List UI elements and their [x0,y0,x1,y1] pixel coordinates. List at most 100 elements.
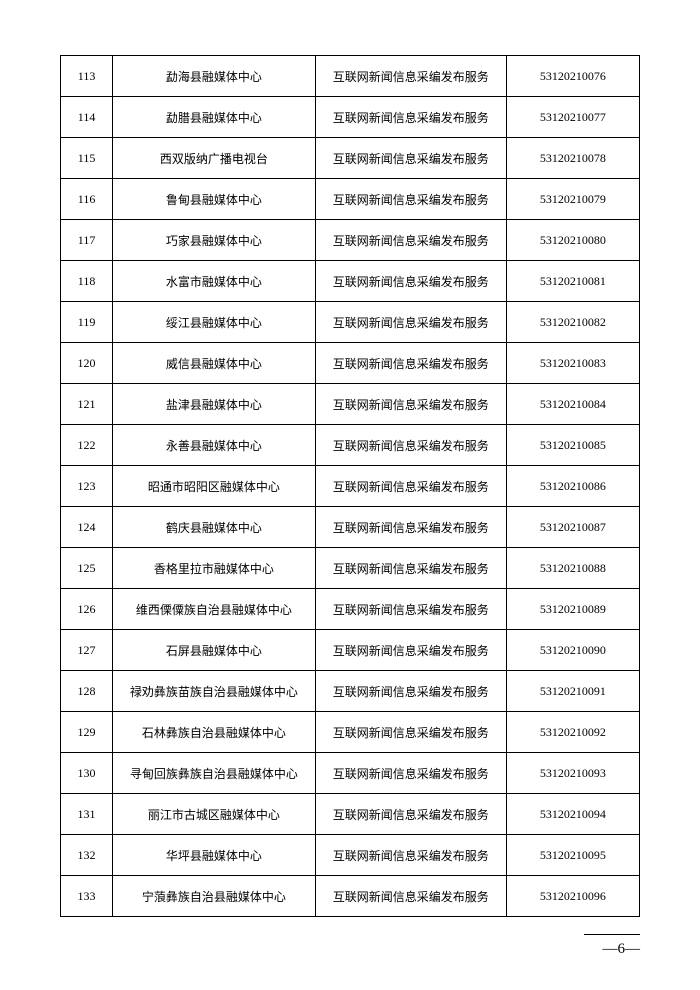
cell-code: 53120210093 [506,753,639,794]
cell-code: 53120210082 [506,302,639,343]
cell-service: 互联网新闻信息采编发布服务 [315,794,506,835]
cell-organization: 西双版纳广播电视台 [113,138,316,179]
cell-code: 53120210081 [506,261,639,302]
cell-id: 119 [61,302,113,343]
cell-organization: 石林彝族自治县融媒体中心 [113,712,316,753]
cell-id: 118 [61,261,113,302]
table-row: 132华坪县融媒体中心互联网新闻信息采编发布服务53120210095 [61,835,640,876]
cell-id: 126 [61,589,113,630]
cell-id: 123 [61,466,113,507]
cell-id: 132 [61,835,113,876]
cell-organization: 盐津县融媒体中心 [113,384,316,425]
table-row: 120威信县融媒体中心互联网新闻信息采编发布服务53120210083 [61,343,640,384]
page-number-line [584,934,640,935]
cell-id: 117 [61,220,113,261]
table-row: 126维西傈僳族自治县融媒体中心互联网新闻信息采编发布服务53120210089 [61,589,640,630]
table-row: 118水富市融媒体中心互联网新闻信息采编发布服务53120210081 [61,261,640,302]
table-row: 117巧家县融媒体中心互联网新闻信息采编发布服务53120210080 [61,220,640,261]
cell-service: 互联网新闻信息采编发布服务 [315,302,506,343]
table-row: 113勐海县融媒体中心互联网新闻信息采编发布服务53120210076 [61,56,640,97]
cell-code: 53120210090 [506,630,639,671]
cell-code: 53120210080 [506,220,639,261]
cell-service: 互联网新闻信息采编发布服务 [315,425,506,466]
cell-id: 124 [61,507,113,548]
cell-code: 53120210076 [506,56,639,97]
table-row: 123昭通市昭阳区融媒体中心互联网新闻信息采编发布服务53120210086 [61,466,640,507]
cell-organization: 水富市融媒体中心 [113,261,316,302]
cell-service: 互联网新闻信息采编发布服务 [315,138,506,179]
table-row: 130寻甸回族彝族自治县融媒体中心互联网新闻信息采编发布服务5312021009… [61,753,640,794]
cell-code: 53120210089 [506,589,639,630]
cell-code: 53120210078 [506,138,639,179]
table-body: 113勐海县融媒体中心互联网新闻信息采编发布服务53120210076114勐腊… [61,56,640,917]
cell-code: 53120210088 [506,548,639,589]
cell-id: 128 [61,671,113,712]
table-row: 129石林彝族自治县融媒体中心互联网新闻信息采编发布服务53120210092 [61,712,640,753]
cell-code: 53120210086 [506,466,639,507]
cell-service: 互联网新闻信息采编发布服务 [315,589,506,630]
cell-code: 53120210087 [506,507,639,548]
cell-code: 53120210084 [506,384,639,425]
cell-service: 互联网新闻信息采编发布服务 [315,712,506,753]
cell-service: 互联网新闻信息采编发布服务 [315,835,506,876]
data-table: 113勐海县融媒体中心互联网新闻信息采编发布服务53120210076114勐腊… [60,55,640,917]
cell-organization: 维西傈僳族自治县融媒体中心 [113,589,316,630]
cell-code: 53120210092 [506,712,639,753]
cell-organization: 绥江县融媒体中心 [113,302,316,343]
cell-service: 互联网新闻信息采编发布服务 [315,56,506,97]
cell-id: 113 [61,56,113,97]
cell-organization: 丽江市古城区融媒体中心 [113,794,316,835]
cell-service: 互联网新闻信息采编发布服务 [315,671,506,712]
table-row: 119绥江县融媒体中心互联网新闻信息采编发布服务53120210082 [61,302,640,343]
cell-code: 53120210077 [506,97,639,138]
cell-service: 互联网新闻信息采编发布服务 [315,261,506,302]
cell-id: 129 [61,712,113,753]
table-row: 127石屏县融媒体中心互联网新闻信息采编发布服务53120210090 [61,630,640,671]
cell-id: 125 [61,548,113,589]
cell-code: 53120210095 [506,835,639,876]
cell-organization: 永善县融媒体中心 [113,425,316,466]
cell-id: 120 [61,343,113,384]
cell-code: 53120210079 [506,179,639,220]
table-row: 122永善县融媒体中心互联网新闻信息采编发布服务53120210085 [61,425,640,466]
cell-service: 互联网新闻信息采编发布服务 [315,507,506,548]
cell-organization: 香格里拉市融媒体中心 [113,548,316,589]
cell-code: 53120210083 [506,343,639,384]
cell-id: 133 [61,876,113,917]
cell-id: 115 [61,138,113,179]
table-row: 114勐腊县融媒体中心互联网新闻信息采编发布服务53120210077 [61,97,640,138]
cell-organization: 勐海县融媒体中心 [113,56,316,97]
cell-service: 互联网新闻信息采编发布服务 [315,343,506,384]
cell-id: 127 [61,630,113,671]
cell-organization: 昭通市昭阳区融媒体中心 [113,466,316,507]
cell-organization: 禄劝彝族苗族自治县融媒体中心 [113,671,316,712]
cell-organization: 石屏县融媒体中心 [113,630,316,671]
cell-service: 互联网新闻信息采编发布服务 [315,97,506,138]
table-row: 116鲁甸县融媒体中心互联网新闻信息采编发布服务53120210079 [61,179,640,220]
cell-service: 互联网新闻信息采编发布服务 [315,384,506,425]
cell-service: 互联网新闻信息采编发布服务 [315,179,506,220]
table-row: 121盐津县融媒体中心互联网新闻信息采编发布服务53120210084 [61,384,640,425]
cell-service: 互联网新闻信息采编发布服务 [315,753,506,794]
cell-organization: 勐腊县融媒体中心 [113,97,316,138]
cell-organization: 宁蒗彝族自治县融媒体中心 [113,876,316,917]
cell-code: 53120210091 [506,671,639,712]
cell-organization: 鲁甸县融媒体中心 [113,179,316,220]
cell-code: 53120210094 [506,794,639,835]
page-container: 113勐海县融媒体中心互联网新闻信息采编发布服务53120210076114勐腊… [0,0,700,957]
cell-service: 互联网新闻信息采编发布服务 [315,548,506,589]
table-row: 128禄劝彝族苗族自治县融媒体中心互联网新闻信息采编发布服务5312021009… [61,671,640,712]
cell-service: 互联网新闻信息采编发布服务 [315,220,506,261]
table-row: 115西双版纳广播电视台互联网新闻信息采编发布服务53120210078 [61,138,640,179]
cell-service: 互联网新闻信息采编发布服务 [315,876,506,917]
table-row: 125香格里拉市融媒体中心互联网新闻信息采编发布服务53120210088 [61,548,640,589]
cell-organization: 威信县融媒体中心 [113,343,316,384]
cell-id: 122 [61,425,113,466]
cell-service: 互联网新闻信息采编发布服务 [315,466,506,507]
cell-organization: 寻甸回族彝族自治县融媒体中心 [113,753,316,794]
table-row: 131丽江市古城区融媒体中心互联网新闻信息采编发布服务53120210094 [61,794,640,835]
cell-service: 互联网新闻信息采编发布服务 [315,630,506,671]
cell-organization: 鹤庆县融媒体中心 [113,507,316,548]
table-row: 124鹤庆县融媒体中心互联网新闻信息采编发布服务53120210087 [61,507,640,548]
cell-id: 130 [61,753,113,794]
